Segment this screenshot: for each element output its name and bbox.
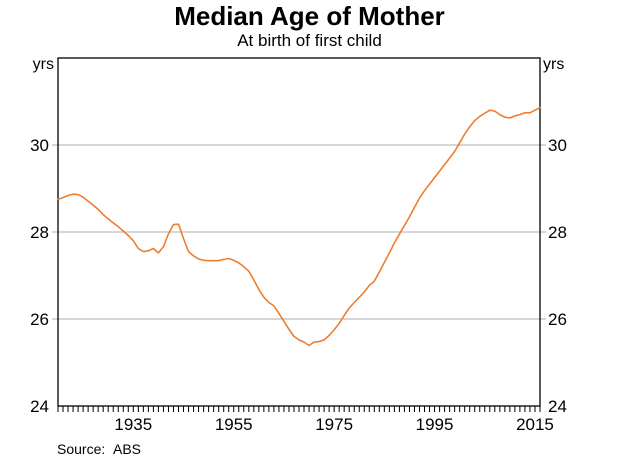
y-axis-label-left-28: 28: [30, 223, 49, 242]
source-label: Source:: [57, 441, 106, 457]
x-axis-label-1935: 1935: [114, 415, 152, 434]
source-note: Source: ABS: [57, 441, 141, 457]
x-axis-label-1975: 1975: [315, 415, 353, 434]
y-axis-label-right-28: 28: [548, 223, 567, 242]
source-value: ABS: [113, 441, 142, 457]
plot-frame: [57, 57, 541, 407]
y-axis-label-right-26: 26: [548, 310, 567, 329]
chart-title: Median Age of Mother: [174, 1, 445, 31]
x-axis-label-1955: 1955: [215, 415, 253, 434]
y-axis-unit-label-right: yrs: [543, 56, 565, 73]
y-axis-label-left-26: 26: [30, 310, 49, 329]
y-axis-label-right-30: 30: [548, 136, 567, 155]
y-axis-unit-label-left: yrs: [32, 56, 54, 73]
x-axis-label-1995: 1995: [416, 415, 454, 434]
chart-subtitle: At birth of first child: [237, 31, 382, 50]
y-axis-label-left-30: 30: [30, 136, 49, 155]
y-axis-label-left-24: 24: [30, 397, 49, 416]
median-age-line-series: [57, 106, 541, 347]
x-axis-label-2015: 2015: [516, 415, 554, 434]
y-axis-label-right-24: 24: [548, 397, 567, 416]
